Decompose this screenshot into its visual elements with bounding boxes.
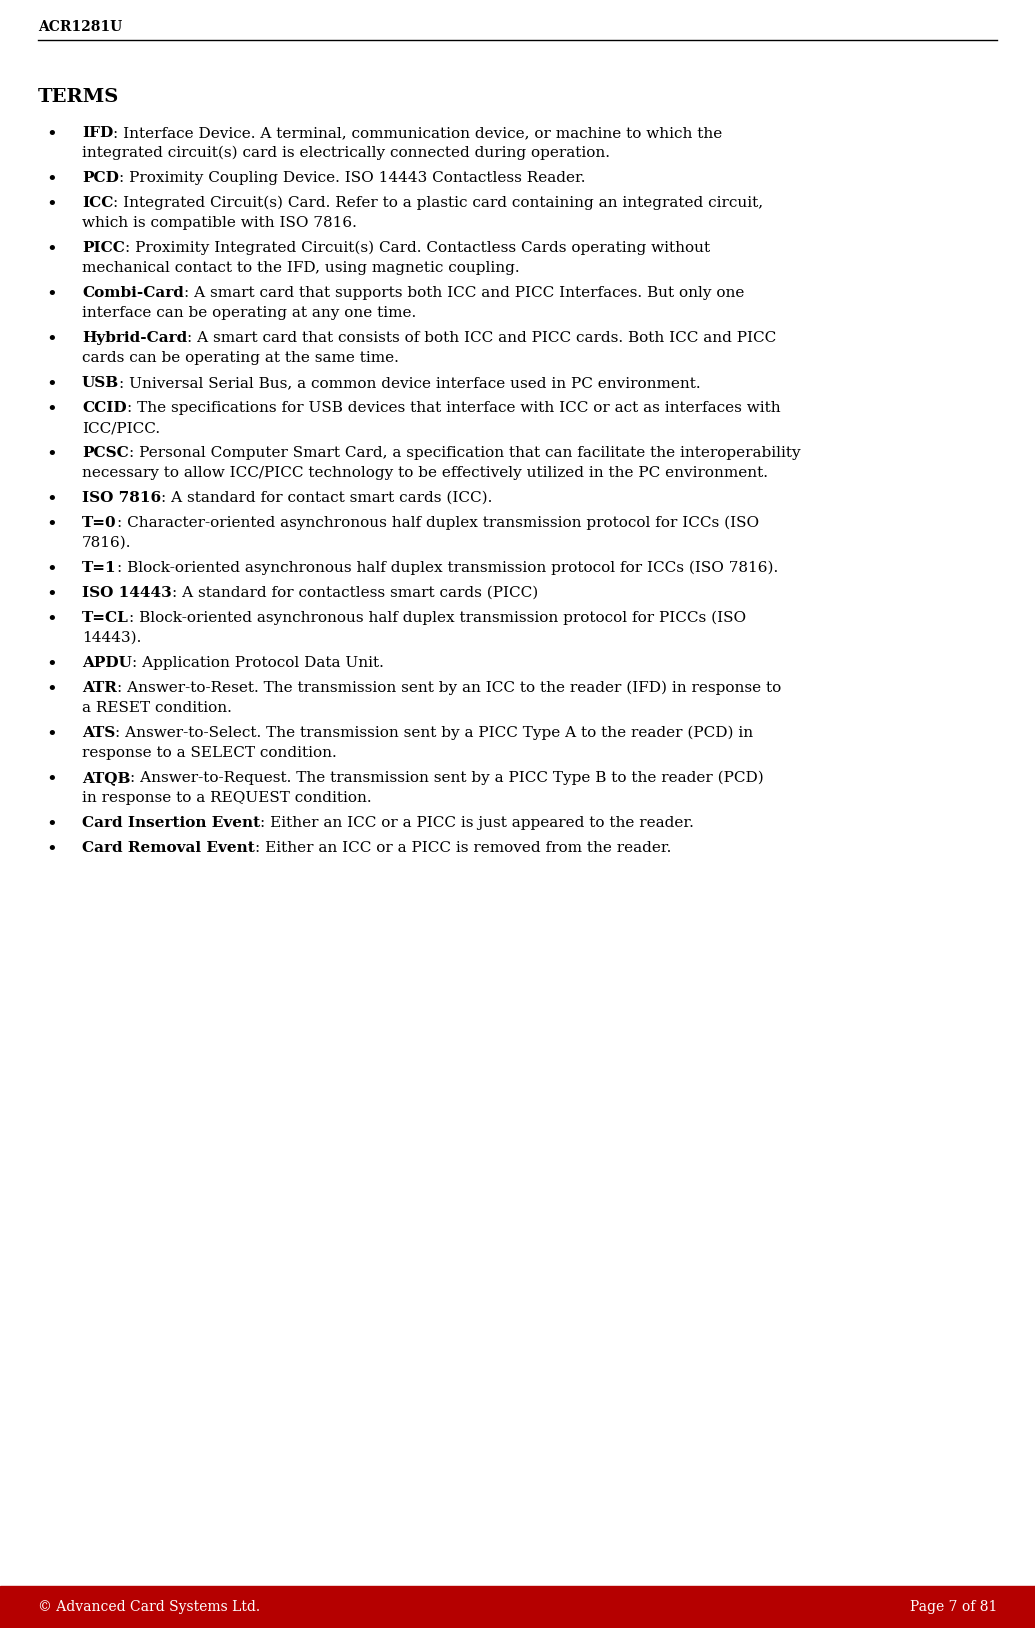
Text: : Character-oriented asynchronous half duplex transmission protocol for ICCs (IS: : Character-oriented asynchronous half d…: [117, 516, 759, 531]
Text: •: •: [47, 446, 57, 464]
Text: : Block-oriented asynchronous half duplex transmission protocol for ICCs (ISO 78: : Block-oriented asynchronous half duple…: [117, 562, 778, 575]
Text: •: •: [47, 516, 57, 534]
Text: Card Insertion Event: Card Insertion Event: [82, 816, 260, 830]
Text: T=1: T=1: [82, 562, 117, 575]
Text: ICC: ICC: [82, 195, 114, 210]
Text: : A standard for contactless smart cards (PICC): : A standard for contactless smart cards…: [172, 586, 538, 601]
Text: : Answer-to-Reset. The transmission sent by an ICC to the reader (IFD) in respon: : Answer-to-Reset. The transmission sent…: [117, 681, 781, 695]
Text: 7816).: 7816).: [82, 536, 131, 550]
Text: response to a SELECT condition.: response to a SELECT condition.: [82, 746, 336, 760]
Text: a RESET condition.: a RESET condition.: [82, 702, 232, 715]
Text: 14443).: 14443).: [82, 632, 142, 645]
Text: •: •: [47, 610, 57, 628]
Text: •: •: [47, 726, 57, 744]
Text: Combi-Card: Combi-Card: [82, 287, 184, 300]
Text: : Personal Computer Smart Card, a specification that can facilitate the interope: : Personal Computer Smart Card, a specif…: [128, 446, 800, 461]
Text: ACR1281U: ACR1281U: [38, 20, 122, 34]
Text: © Advanced Card Systems Ltd.: © Advanced Card Systems Ltd.: [38, 1600, 260, 1613]
Text: PCSC: PCSC: [82, 446, 128, 461]
Bar: [0, 1586, 1035, 1628]
Text: : Answer-to-Request. The transmission sent by a PICC Type B to the reader (PCD): : Answer-to-Request. The transmission se…: [130, 772, 764, 785]
Text: ICC/PICC.: ICC/PICC.: [82, 422, 160, 435]
Text: •: •: [47, 656, 57, 674]
Text: : A smart card that supports both ICC and PICC Interfaces. But only one: : A smart card that supports both ICC an…: [184, 287, 744, 300]
Text: : Interface Device. A terminal, communication device, or machine to which the: : Interface Device. A terminal, communic…: [113, 125, 722, 140]
Text: •: •: [47, 241, 57, 259]
Text: : Either an ICC or a PICC is just appeared to the reader.: : Either an ICC or a PICC is just appear…: [260, 816, 694, 830]
Text: T=CL: T=CL: [82, 610, 129, 625]
Text: •: •: [47, 842, 57, 860]
Text: •: •: [47, 125, 57, 143]
Text: : Universal Serial Bus, a common device interface used in PC environment.: : Universal Serial Bus, a common device …: [119, 376, 701, 391]
Text: •: •: [47, 816, 57, 834]
Text: •: •: [47, 287, 57, 304]
Text: Hybrid-Card: Hybrid-Card: [82, 330, 187, 345]
Text: Card Removal Event: Card Removal Event: [82, 842, 255, 855]
Text: : Either an ICC or a PICC is removed from the reader.: : Either an ICC or a PICC is removed fro…: [255, 842, 671, 855]
Text: : Answer-to-Select. The transmission sent by a PICC Type A to the reader (PCD) i: : Answer-to-Select. The transmission sen…: [115, 726, 753, 741]
Text: ATS: ATS: [82, 726, 115, 741]
Text: PCD: PCD: [82, 171, 119, 186]
Text: mechanical contact to the IFD, using magnetic coupling.: mechanical contact to the IFD, using mag…: [82, 260, 520, 275]
Text: IFD: IFD: [82, 125, 113, 140]
Text: integrated circuit(s) card is electrically connected during operation.: integrated circuit(s) card is electrical…: [82, 147, 610, 161]
Text: •: •: [47, 400, 57, 418]
Text: ATQB: ATQB: [82, 772, 130, 785]
Text: •: •: [47, 586, 57, 604]
Text: ISO 7816: ISO 7816: [82, 492, 161, 505]
Text: •: •: [47, 562, 57, 580]
Text: : Integrated Circuit(s) Card. Refer to a plastic card containing an integrated c: : Integrated Circuit(s) Card. Refer to a…: [114, 195, 764, 210]
Text: : Application Protocol Data Unit.: : Application Protocol Data Unit.: [131, 656, 384, 671]
Text: Page 7 of 81: Page 7 of 81: [910, 1600, 997, 1613]
Text: : Proximity Integrated Circuit(s) Card. Contactless Cards operating without: : Proximity Integrated Circuit(s) Card. …: [125, 241, 710, 256]
Text: •: •: [47, 492, 57, 510]
Text: •: •: [47, 376, 57, 394]
Text: •: •: [47, 681, 57, 698]
Text: : A standard for contact smart cards (ICC).: : A standard for contact smart cards (IC…: [161, 492, 493, 505]
Text: APDU: APDU: [82, 656, 131, 671]
Text: TERMS: TERMS: [38, 88, 119, 106]
Text: : The specifications for USB devices that interface with ICC or act as interface: : The specifications for USB devices tha…: [126, 400, 780, 415]
Text: cards can be operating at the same time.: cards can be operating at the same time.: [82, 352, 398, 365]
Text: •: •: [47, 330, 57, 348]
Text: in response to a REQUEST condition.: in response to a REQUEST condition.: [82, 791, 372, 804]
Text: CCID: CCID: [82, 400, 126, 415]
Text: necessary to allow ICC/PICC technology to be effectively utilized in the PC envi: necessary to allow ICC/PICC technology t…: [82, 466, 768, 480]
Text: ISO 14443: ISO 14443: [82, 586, 172, 601]
Text: •: •: [47, 772, 57, 790]
Text: ATR: ATR: [82, 681, 117, 695]
Text: : Block-oriented asynchronous half duplex transmission protocol for PICCs (ISO: : Block-oriented asynchronous half duple…: [129, 610, 746, 625]
Text: PICC: PICC: [82, 241, 125, 256]
Text: USB: USB: [82, 376, 119, 391]
Text: which is compatible with ISO 7816.: which is compatible with ISO 7816.: [82, 217, 357, 230]
Text: •: •: [47, 171, 57, 189]
Text: : A smart card that consists of both ICC and PICC cards. Both ICC and PICC: : A smart card that consists of both ICC…: [187, 330, 776, 345]
Text: T=0: T=0: [82, 516, 117, 531]
Text: interface can be operating at any one time.: interface can be operating at any one ti…: [82, 306, 416, 321]
Text: : Proximity Coupling Device. ISO 14443 Contactless Reader.: : Proximity Coupling Device. ISO 14443 C…: [119, 171, 586, 186]
Text: •: •: [47, 195, 57, 213]
